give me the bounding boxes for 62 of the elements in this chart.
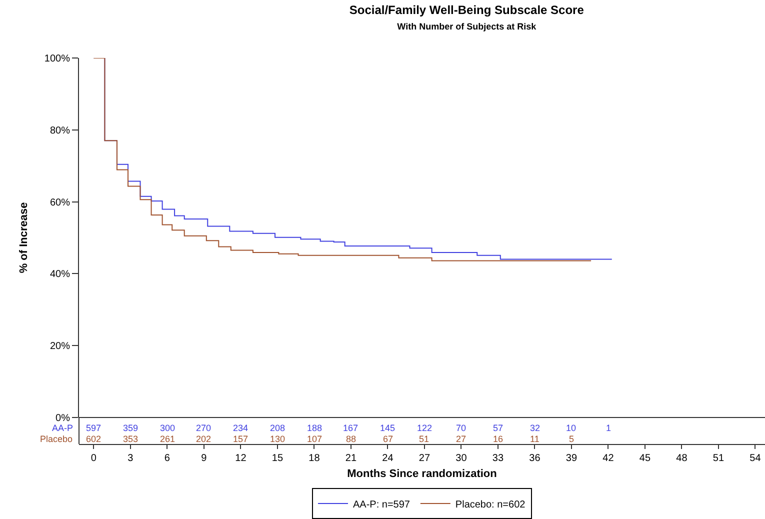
text: 10	[566, 423, 576, 433]
x-axis-title: Months Since randomization	[347, 468, 498, 480]
text: 51	[419, 434, 430, 444]
y-tick-label: 0%	[56, 412, 70, 424]
x-tick-label: 18	[308, 453, 320, 464]
text: 188	[307, 423, 322, 433]
legend-label: Placebo: n=602	[455, 499, 526, 510]
text: 202	[196, 434, 212, 444]
x-tick-label: 6	[164, 453, 170, 464]
x-tick-label: 48	[676, 453, 688, 464]
text: 234	[233, 423, 248, 433]
text: 16	[493, 434, 504, 444]
text: 1	[606, 423, 612, 433]
text: 67	[383, 434, 394, 444]
text: 353	[123, 434, 138, 444]
x-tick-label: 42	[602, 453, 614, 464]
text: 5	[569, 434, 574, 444]
text: 208	[270, 423, 286, 433]
chart-title: Social/Family Well-Being Subscale Score	[349, 3, 584, 17]
text: 157	[233, 434, 248, 444]
text: 107	[307, 434, 322, 444]
y-tick-label: 60%	[50, 197, 70, 208]
x-tick-label: 45	[639, 453, 651, 464]
x-tick-label: 33	[492, 453, 504, 464]
x-tick-label: 15	[272, 453, 284, 464]
text: 11	[530, 434, 540, 444]
text: 57	[493, 423, 504, 433]
x-tick-label: 51	[712, 453, 724, 464]
text: 130	[270, 434, 286, 444]
x-tick-label: 0	[90, 453, 97, 464]
text: 27	[456, 434, 466, 444]
text: 32	[530, 423, 540, 433]
text: 300	[160, 423, 176, 433]
x-tick-label: 54	[750, 453, 762, 464]
text: 597	[86, 423, 102, 433]
x-tick-label: 12	[235, 453, 247, 464]
text: 270	[196, 423, 212, 433]
x-tick-label: 30	[456, 453, 468, 464]
y-tick-label: 100%	[44, 54, 70, 64]
x-tick-label: 39	[566, 453, 578, 464]
x-tick-label: 36	[529, 453, 541, 464]
y-axis-title: % of Increase	[18, 202, 30, 274]
x-tick-label: 9	[201, 453, 208, 464]
text: 88	[346, 434, 356, 444]
text: 145	[380, 423, 396, 433]
x-tick-label: 3	[128, 453, 134, 464]
text: AA-P	[52, 423, 74, 433]
x-tick-label: 27	[418, 453, 430, 464]
y-tick-label: 80%	[50, 125, 70, 136]
chart-subtitle: With Number of Subjects at Risk	[397, 22, 538, 32]
y-tick-label: 40%	[50, 269, 70, 280]
text: 167	[343, 423, 358, 433]
y-tick-label: 20%	[50, 341, 70, 352]
text: 70	[456, 423, 466, 433]
text: 261	[160, 434, 176, 444]
text: 602	[86, 434, 102, 444]
text: 122	[417, 423, 432, 433]
x-tick-label: 24	[382, 453, 394, 464]
legend-label: AA-P: n=597	[353, 499, 410, 510]
x-tick-label: 21	[345, 453, 357, 464]
text: 359	[123, 423, 138, 433]
text: Placebo	[40, 434, 73, 444]
